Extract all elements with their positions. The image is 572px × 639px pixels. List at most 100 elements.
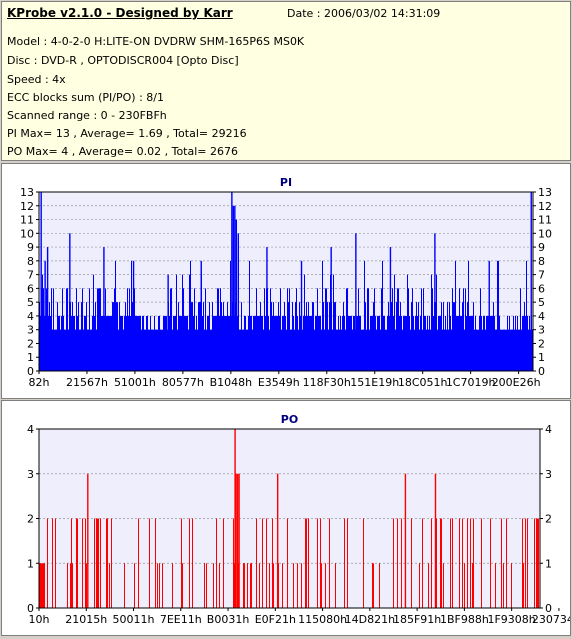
data-bar: [522, 315, 523, 371]
x-tick-label: 115080h: [298, 613, 347, 626]
data-bar: [88, 329, 89, 371]
data-bar: [94, 518, 95, 608]
data-bar: [67, 288, 68, 371]
data-bar: [399, 315, 400, 371]
data-bar: [329, 302, 330, 371]
x-tick-label: 185F91h: [393, 613, 441, 626]
data-bar: [448, 329, 449, 371]
data-bar: [234, 205, 236, 371]
data-bar: [368, 288, 369, 371]
x-tick-label: 21015h: [65, 613, 107, 626]
data-bar: [522, 518, 523, 608]
data-bar: [143, 315, 144, 371]
data-bar: [275, 315, 276, 371]
data-bar: [106, 518, 107, 608]
data-bar: [332, 329, 333, 371]
data-bar: [188, 329, 189, 371]
data-bar: [94, 315, 95, 371]
data-bar: [498, 260, 499, 371]
data-bar: [440, 315, 441, 371]
scan-date: Date : 2006/03/02 14:31:09: [287, 7, 441, 20]
data-bar: [243, 329, 244, 371]
data-bar: [151, 329, 152, 371]
data-bar: [170, 288, 171, 371]
data-bar: [269, 563, 270, 608]
data-bar: [335, 563, 336, 608]
data-bar: [228, 315, 229, 371]
x-tick-label: E0F21h: [255, 613, 296, 626]
data-bar: [42, 274, 43, 371]
data-bar: [436, 518, 437, 608]
data-bar: [385, 329, 386, 371]
data-bar: [149, 518, 150, 608]
data-bar: [496, 329, 497, 371]
data-bar: [46, 288, 47, 371]
y-tick-label-right: 1: [538, 351, 545, 364]
data-bar: [223, 302, 224, 371]
data-bar: [57, 302, 58, 371]
data-bar: [484, 315, 485, 371]
data-bar: [324, 329, 325, 371]
data-bar: [138, 518, 139, 608]
data-bar: [256, 518, 257, 608]
y-tick-label-right: 10: [538, 227, 552, 240]
data-bar: [330, 247, 332, 371]
data-bar: [283, 315, 284, 371]
y-tick-label-left: 11: [20, 214, 34, 227]
data-bar: [269, 329, 270, 371]
data-bar: [422, 329, 423, 371]
data-bar: [89, 288, 90, 371]
data-bar: [328, 329, 329, 371]
data-bar: [389, 315, 390, 371]
data-bar: [454, 302, 455, 371]
data-bar: [530, 192, 532, 371]
data-bar: [60, 329, 61, 371]
x-tick-label: 50011h: [113, 613, 155, 626]
data-bar: [336, 329, 337, 371]
data-bar: [190, 260, 191, 371]
data-bar: [405, 315, 406, 371]
data-bar: [514, 329, 515, 371]
data-bar: [355, 233, 357, 371]
y-tick-label-left: 0: [27, 365, 34, 378]
data-bar: [488, 260, 490, 371]
data-bar: [362, 329, 363, 371]
data-bar: [296, 288, 297, 371]
data-bar: [367, 288, 368, 371]
data-bar: [386, 329, 387, 371]
data-bar: [127, 288, 128, 371]
data-bar: [281, 329, 282, 371]
data-bar: [453, 302, 454, 371]
data-bar: [237, 315, 238, 371]
data-bar: [404, 473, 407, 608]
y-tick-label-right: 2: [545, 513, 552, 526]
data-bar: [321, 563, 322, 608]
data-bar: [120, 315, 121, 371]
data-bar: [482, 329, 483, 371]
y-tick-label-left: 4: [27, 310, 34, 323]
data-bar: [526, 260, 527, 371]
data-bar: [111, 315, 112, 371]
data-bar: [398, 288, 399, 371]
data-bar: [295, 302, 296, 371]
data-bar: [428, 563, 429, 608]
data-bar: [141, 329, 142, 371]
data-bar: [428, 329, 429, 371]
data-bar: [374, 288, 375, 371]
data-bar: [250, 563, 251, 608]
data-bar: [287, 518, 288, 608]
data-bar: [314, 329, 315, 371]
data-bar: [278, 302, 279, 371]
y-tick-label-right: 2: [538, 337, 545, 350]
data-bar: [69, 233, 71, 371]
data-bar: [392, 288, 393, 371]
data-bar: [99, 288, 100, 371]
data-bar: [529, 315, 530, 371]
data-bar: [446, 329, 447, 371]
data-bar: [431, 274, 432, 371]
data-bar: [245, 315, 246, 371]
data-bar: [119, 302, 120, 371]
data-bar: [162, 563, 163, 608]
data-bar: [520, 288, 521, 371]
data-bar: [464, 563, 465, 608]
